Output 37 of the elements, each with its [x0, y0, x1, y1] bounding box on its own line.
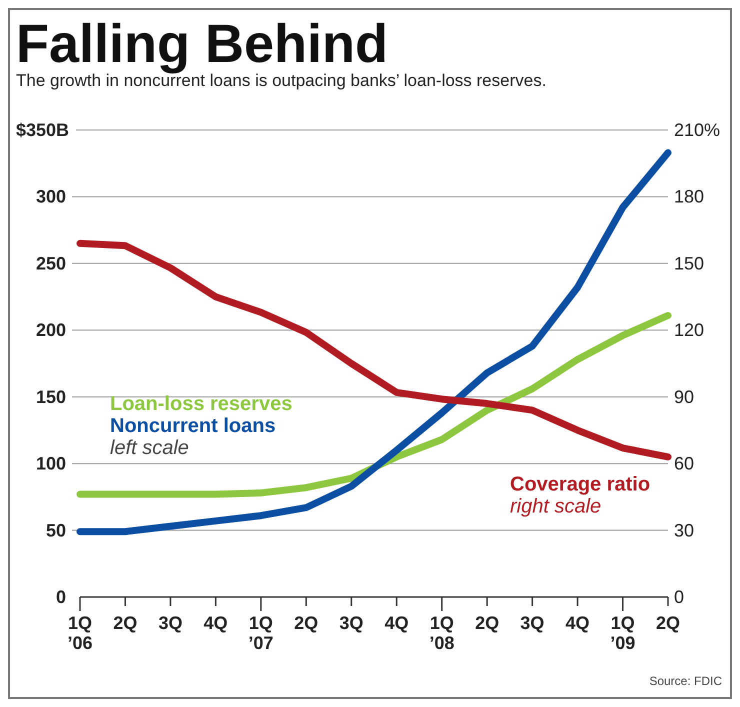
y2-tick-label: 150	[674, 253, 704, 274]
x-tick-label: 1Q ’08	[429, 613, 454, 653]
x-tick-label: 4Q	[384, 613, 409, 633]
y-tick-label: $350B	[16, 120, 70, 140]
series-label: Coverage ratio	[510, 473, 650, 496]
y2-tick-label: 90	[674, 386, 694, 407]
y-tick-label: 300	[36, 186, 66, 207]
annotation: right scale	[510, 495, 602, 518]
source-note: Source: FDIC	[649, 674, 722, 688]
text: Loan-loss reserves	[110, 393, 292, 416]
x-tick-label: 1Q ’07	[248, 613, 274, 653]
y-tick-label: 50	[46, 520, 66, 540]
x-tick-label: 4Q	[204, 613, 228, 633]
x-tick-label: 1Q ’06	[67, 613, 93, 653]
text: Noncurrent loans	[110, 415, 276, 438]
x-tick-label: 2Q	[294, 613, 318, 633]
y-tick-label: 200	[36, 320, 66, 340]
y-tick-label: 250	[36, 253, 66, 274]
x-tick-label: 4Q	[566, 613, 590, 633]
y2-tick-label: 60	[674, 454, 694, 474]
y-tick-label: 150	[36, 386, 66, 407]
x-tick-label: 1Q ’09	[610, 613, 636, 653]
y-tick-label: 100	[36, 454, 66, 474]
annotation: left scale	[110, 437, 189, 460]
x-tick-label: 3Q	[158, 613, 182, 633]
y2-tick-label: 0	[674, 587, 684, 607]
x-tick-label: 3Q	[339, 613, 364, 633]
x-tick-label: 2Q	[475, 613, 500, 633]
x-tick-label: 2Q	[656, 613, 680, 633]
y2-tick-label: 30	[674, 520, 694, 540]
chart-title: Falling Behind	[16, 14, 388, 74]
y2-tick-label: 180	[674, 186, 704, 207]
y2-tick-label: 120	[674, 320, 704, 340]
y2-tick-label: 210%	[674, 120, 720, 140]
y-tick-label: 0	[56, 587, 66, 607]
x-tick-label: 2Q	[113, 613, 138, 633]
x-tick-label: 3Q	[520, 613, 544, 633]
